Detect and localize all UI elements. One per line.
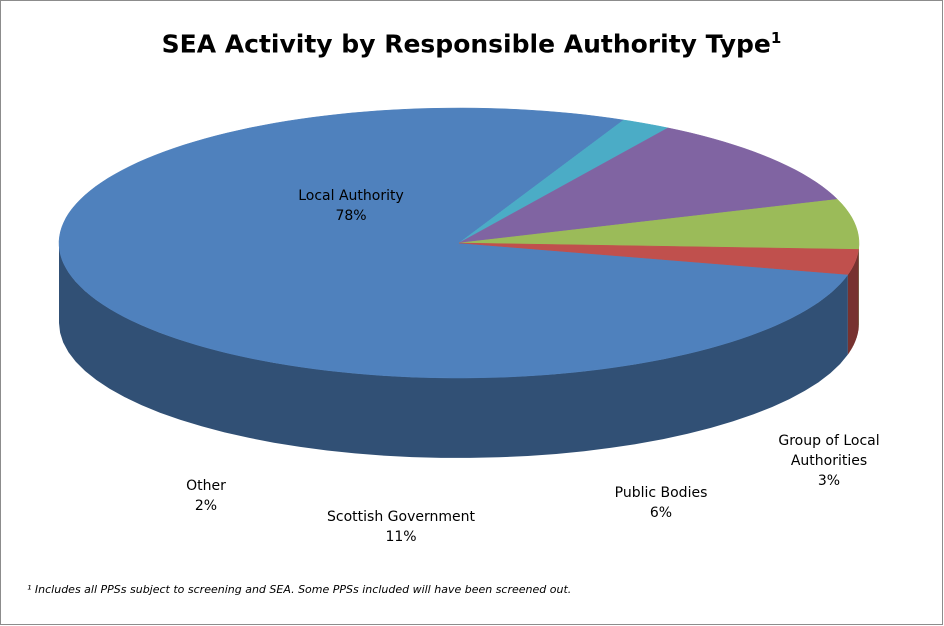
chart-title-superscript: 1 (770, 29, 782, 47)
label-local-authority-name: Local Authority (298, 188, 404, 204)
chart-footnote: ¹ Includes all PPSs subject to screening… (27, 583, 572, 596)
label-local-authority: Local Authority 78% (291, 186, 411, 226)
label-scottish-government-value: 11% (385, 529, 417, 545)
label-group-of-local-authorities: Group of Local Authorities 3% (769, 431, 889, 491)
label-scottish-government-name: Scottish Government (327, 509, 475, 525)
label-other: Other 2% (166, 476, 246, 516)
slice-side-local-authority (59, 243, 848, 458)
slice-scottish-government (458, 127, 838, 244)
label-group-name: Group of Local Authorities (778, 433, 880, 469)
label-public-bodies-value: 6% (649, 505, 673, 521)
slice-group-of-local-authorities (458, 242, 859, 275)
label-public-bodies: Public Bodies 6% (601, 483, 721, 523)
slice-other (458, 119, 669, 244)
label-group-value: 3% (817, 473, 841, 489)
chart-title: SEA Activity by Responsible Authority Ty… (1, 29, 942, 58)
slice-side-group-of-local-authorities (847, 249, 859, 355)
label-local-authority-value: 78% (335, 208, 367, 224)
slice-public-bodies (458, 199, 860, 250)
label-scottish-government: Scottish Government 11% (301, 507, 501, 547)
label-other-value: 2% (194, 498, 218, 514)
label-other-name: Other (186, 478, 226, 494)
slice-local-authority (58, 107, 849, 379)
label-public-bodies-name: Public Bodies (614, 485, 708, 501)
chart-title-text: SEA Activity by Responsible Authority Ty… (161, 29, 771, 59)
